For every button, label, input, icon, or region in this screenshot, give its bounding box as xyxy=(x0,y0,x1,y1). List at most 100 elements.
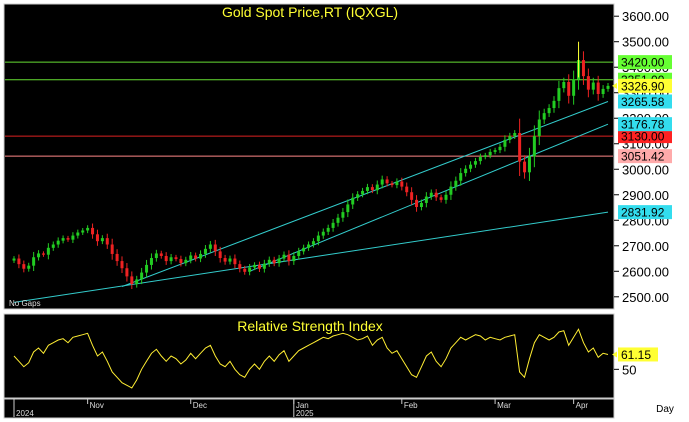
no-gaps-note: No Gaps xyxy=(9,299,41,308)
candle-body xyxy=(326,227,330,232)
candle-body xyxy=(478,157,482,162)
candle-body xyxy=(581,60,585,77)
month-label: Feb xyxy=(404,401,418,410)
candle-body xyxy=(203,248,207,254)
rsi-last-arrow xyxy=(612,351,617,358)
price-tag: 3326.90 xyxy=(621,79,665,93)
candle-body xyxy=(439,197,443,200)
candle-body xyxy=(22,264,26,269)
level-tag: 3420.00 xyxy=(621,56,665,70)
candle-body xyxy=(154,253,158,259)
candle-body xyxy=(493,150,497,152)
candle-body xyxy=(527,156,531,173)
candle-body xyxy=(267,259,271,264)
candle-body xyxy=(66,238,70,240)
candle-body xyxy=(469,164,473,169)
candle-body xyxy=(248,267,252,272)
month-label: Mar xyxy=(497,401,511,410)
candle-body xyxy=(189,255,193,260)
candle-body xyxy=(164,255,168,262)
candle-body xyxy=(105,238,109,245)
level-tag-box xyxy=(618,149,672,164)
price-tick-label: 3500.00 xyxy=(622,35,669,50)
month-label: Dec xyxy=(193,401,207,410)
price-tag-box xyxy=(618,78,672,93)
candle-body xyxy=(292,255,296,262)
candle-body xyxy=(547,108,551,114)
price-tags: 3420.003351.003130.003051.423326.903265.… xyxy=(612,55,672,220)
candle-body xyxy=(243,268,247,272)
candle-body xyxy=(218,251,222,259)
candle-body xyxy=(537,119,541,137)
candle-body xyxy=(557,88,561,101)
price-tick-label: 2700.00 xyxy=(622,239,669,254)
candle-body xyxy=(238,264,242,269)
candle-body xyxy=(356,194,360,198)
candle-body xyxy=(76,232,80,236)
candle-body xyxy=(51,244,55,248)
level-tag: 3130.00 xyxy=(621,130,665,144)
candle-body xyxy=(169,257,173,262)
candle-body xyxy=(282,254,286,259)
candle-body xyxy=(572,79,576,96)
candle-body xyxy=(400,181,404,187)
candle-body xyxy=(41,253,45,255)
candle-body xyxy=(27,265,31,269)
trendline-lower xyxy=(13,211,609,303)
candle-body xyxy=(567,82,571,96)
horizontal-levels xyxy=(5,61,613,157)
candle-body xyxy=(257,264,261,269)
candle-body xyxy=(532,136,536,157)
level-tag: 3051.42 xyxy=(621,150,665,164)
candle-body xyxy=(454,180,458,187)
candle-body xyxy=(601,88,605,95)
price-tag: 3265.58 xyxy=(621,95,665,109)
candle-body xyxy=(498,146,502,151)
price-tag-box xyxy=(618,205,672,220)
rsi-series-line xyxy=(13,328,609,389)
candle-body xyxy=(419,202,423,208)
candle-body xyxy=(385,179,389,184)
candle-body xyxy=(81,230,85,233)
month-label: Nov xyxy=(90,401,104,410)
candle-body xyxy=(586,76,590,90)
candle-body xyxy=(272,259,276,264)
price-tag: 3176.78 xyxy=(621,118,665,132)
time-axis-strip xyxy=(3,398,615,419)
candle-body xyxy=(449,186,453,195)
candle-body xyxy=(262,263,266,269)
candle-body xyxy=(552,100,556,109)
price-tick-label: 2500.00 xyxy=(622,290,669,305)
candle-body xyxy=(562,82,566,89)
last-price-arrow xyxy=(612,82,617,89)
candle-body xyxy=(410,192,414,200)
price-tick-label: 3000.00 xyxy=(622,162,669,177)
candle-body xyxy=(429,192,433,197)
candle-body xyxy=(331,222,335,228)
level-tag-box xyxy=(618,129,672,144)
candle-body xyxy=(508,136,512,140)
candle-body xyxy=(302,247,306,252)
candle-body xyxy=(86,227,90,231)
candle-body xyxy=(316,235,320,242)
candle-body xyxy=(365,187,369,191)
candle-body xyxy=(434,192,438,198)
candle-body xyxy=(415,199,419,208)
rsi-tick-label: 50 xyxy=(622,362,636,377)
candle-body xyxy=(336,217,340,223)
candle-body xyxy=(483,155,487,158)
candle-body xyxy=(145,264,149,273)
candle-body xyxy=(213,244,217,252)
candle-body xyxy=(606,85,610,89)
candle-body xyxy=(464,168,468,174)
candle-body xyxy=(459,173,463,181)
candle-body xyxy=(184,259,188,264)
candle-body xyxy=(194,255,198,259)
candle-body xyxy=(488,151,492,156)
candle-body xyxy=(37,253,41,258)
candle-body xyxy=(208,244,212,249)
candle-body xyxy=(513,133,517,137)
candle-body xyxy=(321,231,325,236)
